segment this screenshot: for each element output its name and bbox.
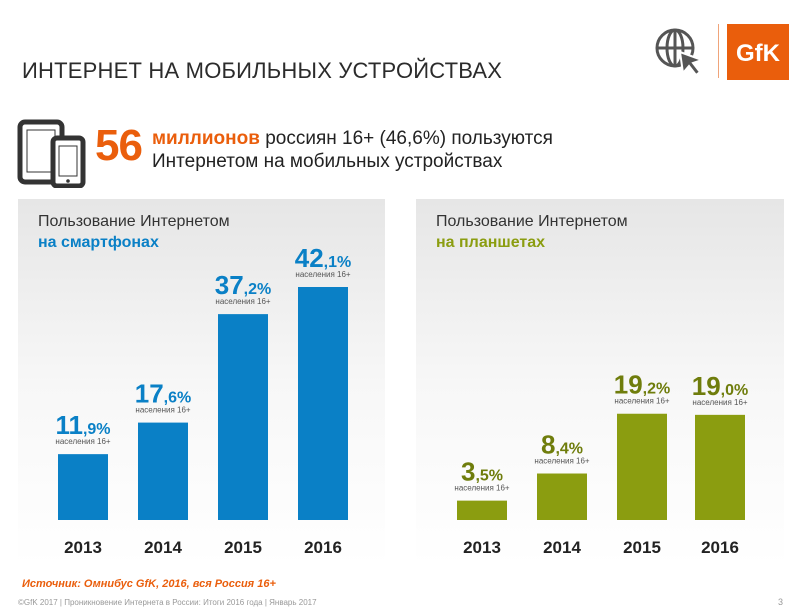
tablets-tick-label-2013: 2013 bbox=[463, 538, 501, 557]
headline-line-1-rest: россиян 16+ (46,6%) пользуются bbox=[259, 128, 553, 149]
tablets-chart-subtitle: на планшетах bbox=[436, 234, 546, 251]
headline-number: 56 bbox=[95, 121, 143, 170]
smartphones-chart-subtitle: на смартфонах bbox=[38, 234, 159, 251]
smartphones-note-2016: населения 16+ bbox=[295, 270, 351, 279]
smartphones-tick-label-2014: 2014 bbox=[144, 538, 182, 557]
globe-cursor-icon bbox=[655, 28, 706, 77]
headline-line-1: миллионов россиян 16+ (46,6%) пользуются bbox=[152, 128, 553, 150]
smartphones-tick-label-2015: 2015 bbox=[224, 538, 262, 557]
tablets-tick-label-2016: 2016 bbox=[701, 538, 739, 557]
tablets-note-2014: населения 16+ bbox=[534, 457, 590, 466]
tablets-note-2013: населения 16+ bbox=[454, 484, 510, 493]
header-divider bbox=[718, 24, 719, 78]
smartphones-value-label-2013: 11,9% bbox=[55, 410, 110, 440]
devices-icon bbox=[17, 119, 86, 188]
smartphones-value-label-2015: 37,2% bbox=[215, 270, 272, 300]
tablets-value-label-2015: 19,2% bbox=[614, 370, 671, 400]
smartphones-bar-2013 bbox=[58, 454, 108, 520]
tablets-tick-label-2014: 2014 bbox=[543, 538, 581, 557]
tablets-bar-2014 bbox=[537, 473, 587, 520]
tablets-chart-title: Пользование Интернетом bbox=[436, 213, 628, 230]
tablets-value-label-2014: 8,4% bbox=[541, 430, 583, 460]
headline-emphasis: миллионов bbox=[152, 128, 260, 149]
headline-line-2: Интернетом на мобильных устройствах bbox=[152, 151, 503, 172]
tablets-tick-label-2015: 2015 bbox=[623, 538, 661, 557]
smartphones-bar-2016 bbox=[298, 287, 348, 520]
tablets-value-label-2016: 19,0% bbox=[692, 371, 749, 401]
tablets-note-2016: населения 16+ bbox=[692, 398, 748, 407]
tablets-note-2015: населения 16+ bbox=[614, 397, 670, 406]
smartphones-value-label-2014: 17,6% bbox=[135, 379, 192, 409]
smartphones-value-label-2016: 42,1% bbox=[295, 243, 352, 273]
gfk-logo-text: GfK bbox=[736, 40, 781, 67]
smartphones-note-2015: населения 16+ bbox=[215, 297, 271, 306]
gfk-logo: GfK bbox=[727, 24, 789, 80]
page-title: ИНТЕРНЕТ НА МОБИЛЬНЫХ УСТРОЙСТВАХ bbox=[22, 58, 503, 83]
footer-text: ©GfK 2017 | Проникновение Интернета в Ро… bbox=[18, 598, 317, 607]
smartphones-note-2014: населения 16+ bbox=[135, 406, 191, 415]
smartphones-tick-label-2016: 2016 bbox=[304, 538, 342, 557]
smartphones-chart-panel: Пользование Интернетом на смартфонах нас… bbox=[18, 199, 385, 566]
source-note: Источник: Омнибус GfK, 2016, вся Россия … bbox=[22, 578, 276, 590]
tablets-bar-2016 bbox=[695, 414, 745, 520]
tablets-value-label-2013: 3,5% bbox=[461, 457, 503, 487]
tablets-bar-2015 bbox=[617, 413, 667, 520]
page-number: 3 bbox=[778, 597, 784, 607]
tablets-bar-2013 bbox=[457, 500, 507, 520]
smartphones-chart-title: Пользование Интернетом bbox=[38, 213, 230, 230]
smartphones-bar-2015 bbox=[218, 314, 268, 520]
smartphones-note-2013: населения 16+ bbox=[55, 437, 111, 446]
tablets-chart-panel: Пользование Интернетом на планшетах насе… bbox=[416, 199, 784, 566]
smartphones-bar-2014 bbox=[138, 422, 188, 520]
smartphones-tick-label-2013: 2013 bbox=[64, 538, 102, 557]
